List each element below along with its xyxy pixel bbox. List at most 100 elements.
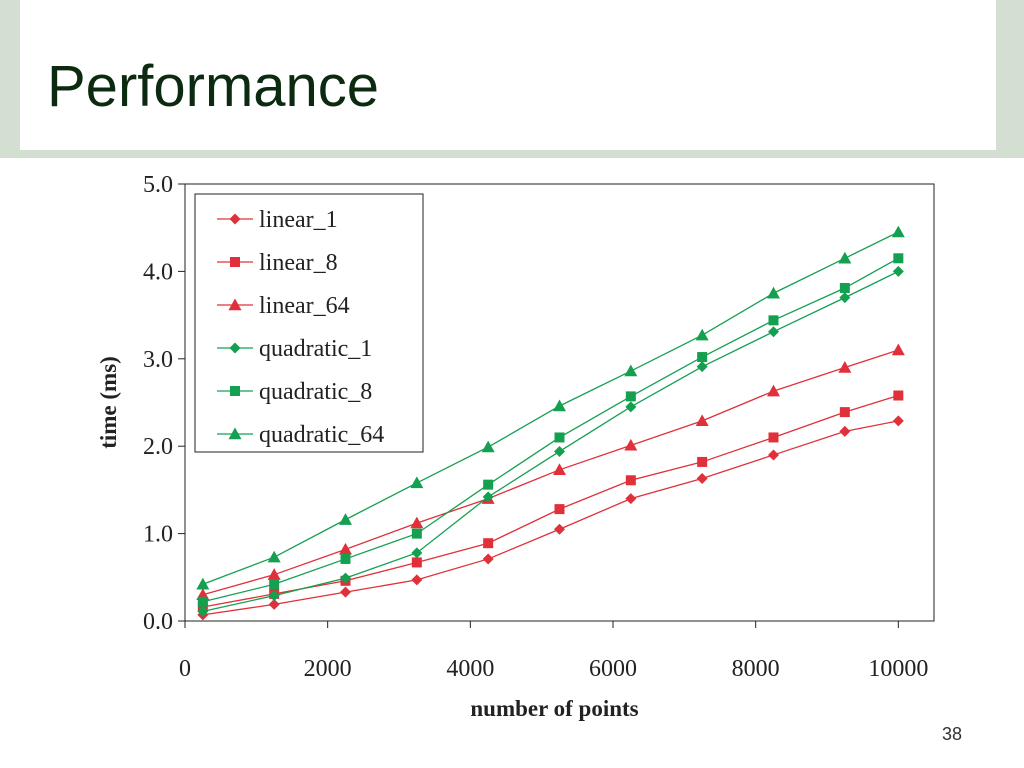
data-point xyxy=(696,473,708,485)
data-point xyxy=(697,352,708,363)
data-point xyxy=(482,553,494,565)
series-quadratic-8 xyxy=(197,253,904,607)
data-point xyxy=(892,415,904,427)
data-point xyxy=(624,438,638,451)
y-tick-label: 5.0 xyxy=(143,172,173,198)
data-point xyxy=(625,391,636,402)
data-point xyxy=(482,491,494,503)
y-axis-label: time (ms) xyxy=(96,356,121,449)
series-quadratic-1 xyxy=(197,265,904,617)
data-point xyxy=(625,475,636,486)
legend-box xyxy=(194,193,424,453)
y-axis: 0.0 1.0 2.0 3.0 4.0 5.0 xyxy=(143,172,185,635)
data-point xyxy=(554,504,565,515)
series-quadratic-64 xyxy=(196,225,905,590)
data-point xyxy=(625,493,637,505)
data-point xyxy=(696,361,708,373)
data-point xyxy=(483,479,494,490)
data-point xyxy=(339,513,352,525)
legend-marker xyxy=(228,298,242,311)
data-point xyxy=(554,445,565,457)
data-point xyxy=(340,586,351,598)
legend-label: quadratic_8 xyxy=(259,379,372,405)
legend-label: linear_64 xyxy=(259,293,350,319)
y-tick-label: 4.0 xyxy=(143,259,173,285)
y-tick-label: 3.0 xyxy=(143,347,173,373)
x-axis-label: number of points xyxy=(470,696,638,721)
data-point xyxy=(839,292,851,304)
header-band-right xyxy=(996,0,1024,158)
data-point xyxy=(839,425,851,437)
y-tick-label: 2.0 xyxy=(143,434,173,460)
legend-marker xyxy=(229,342,241,354)
data-point xyxy=(481,440,495,453)
legend-marker xyxy=(230,257,240,267)
title-area xyxy=(20,0,996,150)
x-tick-label: 0 xyxy=(179,656,191,682)
data-point xyxy=(893,390,904,401)
data-point xyxy=(197,596,208,607)
legend-label: quadratic_64 xyxy=(259,422,384,448)
data-point xyxy=(410,516,424,529)
data-point xyxy=(697,456,708,467)
slide-title: Performance xyxy=(47,54,380,119)
data-point xyxy=(197,605,209,617)
data-point xyxy=(267,550,281,563)
legend-marker xyxy=(229,213,241,225)
x-tick-label: 4000 xyxy=(446,656,494,682)
series-linear-8 xyxy=(197,390,904,613)
data-point xyxy=(767,286,780,299)
data-point xyxy=(768,449,779,461)
x-axis: 0 2000 4000 6000 8000 10000 xyxy=(179,621,928,682)
data-point xyxy=(268,598,280,610)
data-point xyxy=(891,343,905,356)
data-point xyxy=(695,414,709,427)
header-band-bottom xyxy=(0,150,1024,158)
data-point xyxy=(411,528,422,539)
data-point xyxy=(839,407,850,418)
data-point xyxy=(892,265,904,277)
legend-label: linear_8 xyxy=(259,250,338,276)
y-tick-label: 1.0 xyxy=(143,522,173,548)
data-point xyxy=(838,251,852,264)
data-point xyxy=(838,361,852,373)
legend: linear_1 linear_8 linear_64 quadratic_1quad… xyxy=(194,193,424,453)
data-point xyxy=(695,328,709,341)
legend-label: linear_1 xyxy=(259,207,338,233)
data-point xyxy=(483,538,494,549)
data-point xyxy=(340,553,351,564)
x-tick-label: 6000 xyxy=(589,656,637,682)
data-point xyxy=(554,432,565,443)
data-point xyxy=(340,572,351,584)
legend-label: quadratic_1 xyxy=(259,336,372,362)
data-point xyxy=(339,542,352,555)
series-linear-1 xyxy=(197,415,904,621)
data-point xyxy=(839,283,850,294)
data-point xyxy=(768,432,779,443)
x-tick-label: 8000 xyxy=(732,656,780,682)
data-point xyxy=(893,253,904,264)
data-point xyxy=(269,579,280,590)
header-band-left xyxy=(0,0,20,158)
data-point xyxy=(624,364,638,377)
data-point xyxy=(554,523,565,535)
data-point xyxy=(411,557,422,568)
slide-number: 38 xyxy=(941,724,962,744)
data-point xyxy=(767,384,780,397)
data-point xyxy=(411,574,423,586)
data-point xyxy=(625,401,637,413)
legend-marker xyxy=(228,427,242,440)
data-point xyxy=(410,476,424,489)
legend-marker xyxy=(230,386,240,396)
y-tick-label: 0.0 xyxy=(143,609,173,635)
data-point xyxy=(267,568,281,580)
data-point xyxy=(768,326,779,338)
data-point xyxy=(196,577,210,590)
data-point xyxy=(553,463,566,475)
data-point xyxy=(891,225,905,238)
x-tick-label: 10000 xyxy=(868,656,928,682)
x-tick-label: 2000 xyxy=(304,656,352,682)
data-point xyxy=(411,547,423,559)
data-point xyxy=(268,590,280,602)
